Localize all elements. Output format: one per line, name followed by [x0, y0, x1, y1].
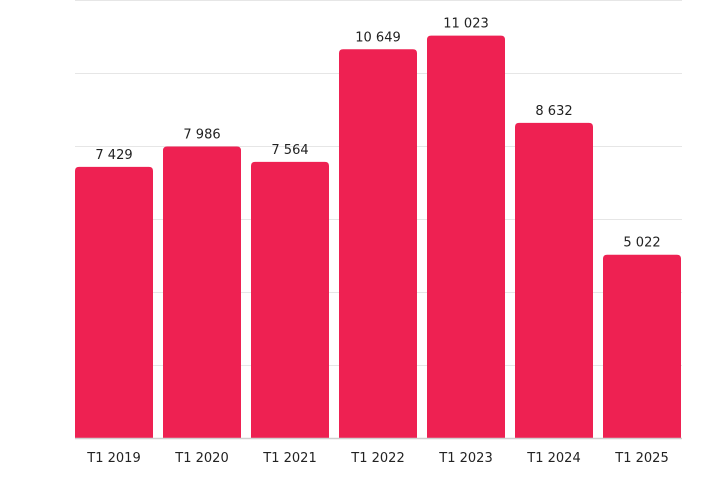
bar-5 — [515, 122, 593, 438]
value-label-2: 7 564 — [271, 143, 308, 158]
category-label-6: T1 2025 — [614, 451, 668, 466]
bar-0 — [75, 166, 153, 439]
value-labels: 7 429 7 986 7 564 10 649 11 023 8 632 5 022 — [95, 17, 660, 251]
category-label-1: T1 2020 — [174, 451, 228, 466]
category-label-3: T1 2022 — [350, 451, 404, 466]
bar-6 — [603, 254, 681, 438]
value-label-0: 7 429 — [95, 148, 132, 163]
bar-1 — [163, 146, 241, 439]
value-label-3: 10 649 — [355, 30, 401, 45]
category-label-2: T1 2021 — [262, 451, 316, 466]
category-label-4: T1 2023 — [438, 451, 492, 466]
value-label-5: 8 632 — [535, 104, 572, 119]
bar-4 — [427, 35, 505, 439]
value-label-6: 5 022 — [623, 236, 660, 251]
category-label-0: T1 2019 — [86, 451, 140, 466]
category-labels: T1 2019 T1 2020 T1 2021 T1 2022 T1 2023 T1 20… — [86, 451, 668, 466]
value-label-1: 7 986 — [183, 128, 220, 143]
bar-3 — [339, 49, 417, 439]
bar-2 — [251, 161, 329, 438]
category-label-5: T1 2024 — [526, 451, 580, 466]
bars — [75, 35, 681, 439]
value-label-4: 11 023 — [443, 17, 489, 32]
